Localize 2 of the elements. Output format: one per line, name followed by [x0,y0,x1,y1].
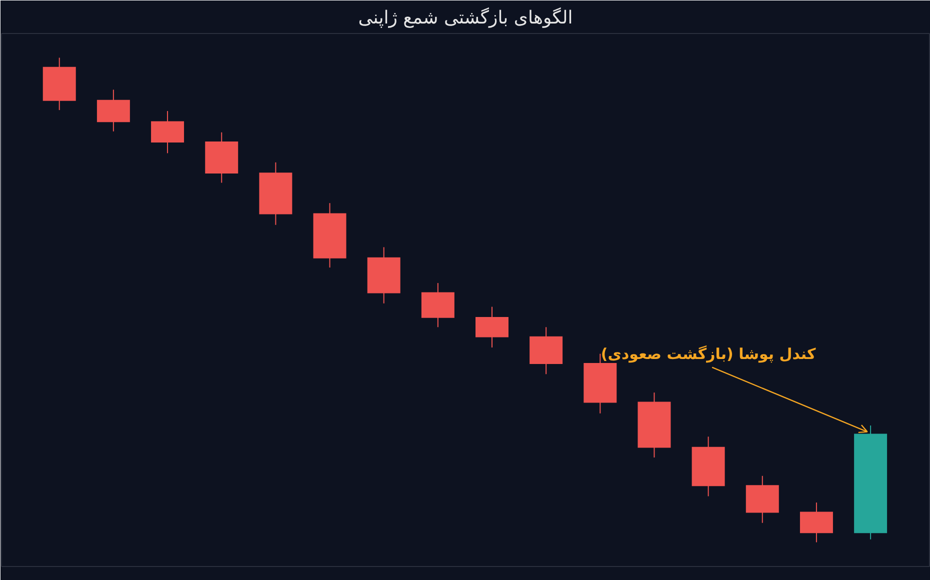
annotation: کندل پوشا (بازگشت صعودی) [600,344,816,363]
chart-title: الگوهای بازگشتی شمع ژاپنی [358,6,573,28]
